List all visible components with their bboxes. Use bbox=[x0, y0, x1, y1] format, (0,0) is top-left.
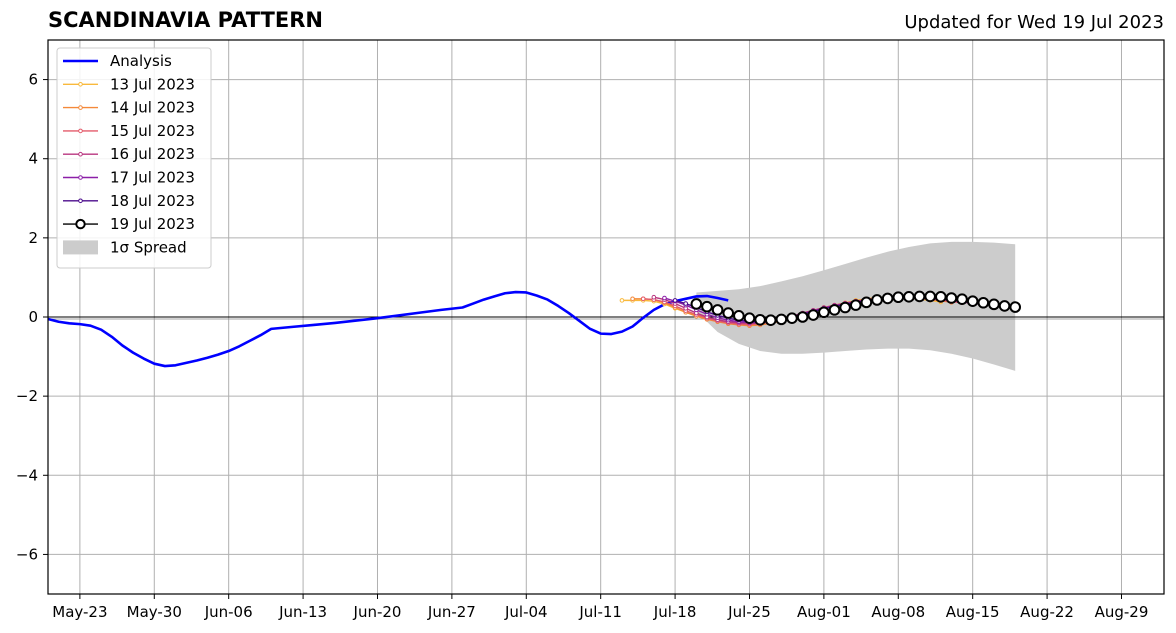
data-point bbox=[743, 312, 756, 324]
legend-label: Analysis bbox=[110, 52, 172, 70]
legend-item: 16 Jul 2023 bbox=[63, 145, 195, 163]
legend-item: 19 Jul 2023 bbox=[63, 215, 195, 233]
data-point bbox=[754, 313, 766, 326]
y-tick-label: 4 bbox=[28, 150, 38, 168]
data-point bbox=[764, 314, 777, 326]
data-point bbox=[1009, 301, 1022, 313]
data-point bbox=[924, 290, 936, 303]
legend-item: 1σ Spread bbox=[63, 238, 187, 256]
data-point bbox=[775, 313, 788, 326]
legend-marker bbox=[78, 175, 83, 180]
legend-marker bbox=[78, 128, 83, 134]
x-tick-label: Jul-25 bbox=[727, 603, 771, 621]
legend-item: 14 Jul 2023 bbox=[63, 99, 195, 117]
data-point bbox=[683, 301, 689, 306]
data-point bbox=[701, 300, 713, 313]
legend-marker bbox=[78, 82, 83, 87]
data-point bbox=[956, 293, 968, 305]
legend-marker bbox=[78, 198, 83, 204]
series-layer bbox=[47, 290, 1022, 368]
legend: Analysis 13 Jul 2023 14 Jul 2023 15 Jul 202… bbox=[56, 47, 212, 269]
data-point bbox=[881, 292, 894, 305]
legend-item: 17 Jul 2023 bbox=[63, 169, 195, 187]
data-point bbox=[662, 295, 667, 301]
data-point bbox=[672, 298, 678, 303]
y-tick-label: 0 bbox=[28, 308, 38, 326]
y-tick-label: −6 bbox=[16, 545, 38, 563]
legend-label: 13 Jul 2023 bbox=[110, 75, 195, 93]
data-point bbox=[630, 296, 635, 302]
legend-item: 18 Jul 2023 bbox=[63, 192, 195, 210]
data-point bbox=[935, 291, 947, 303]
data-point bbox=[796, 311, 809, 323]
x-tick-label: Aug-15 bbox=[946, 603, 1000, 621]
x-tick-label: Aug-22 bbox=[1020, 603, 1074, 621]
chart-subtitle: Updated for Wed 19 Jul 2023 bbox=[904, 12, 1164, 33]
x-tick-label: Jul-04 bbox=[504, 603, 548, 621]
legend-item: 13 Jul 2023 bbox=[63, 75, 195, 93]
series-analysis bbox=[47, 290, 729, 368]
axes-layer: May-23 May-30 Jun-06 Jun-13 Jun-20 Jun-27 Jul-… bbox=[16, 39, 1165, 621]
series-19-jul-2023 bbox=[690, 290, 1022, 326]
data-point bbox=[945, 292, 958, 304]
x-tick-label: Jun-13 bbox=[278, 603, 327, 621]
x-tick-label: Jun-20 bbox=[353, 603, 402, 621]
x-tick-label: Jun-27 bbox=[427, 603, 476, 621]
data-point bbox=[892, 291, 905, 304]
legend-swatch bbox=[63, 240, 98, 255]
data-point bbox=[722, 307, 735, 319]
series-line bbox=[47, 290, 729, 368]
legend-marker bbox=[78, 151, 83, 157]
data-point bbox=[711, 304, 724, 316]
zero-line-layer bbox=[48, 316, 1164, 320]
legend-marker bbox=[75, 218, 86, 230]
x-tick-label: Aug-08 bbox=[871, 603, 925, 621]
data-point bbox=[860, 296, 873, 309]
data-point bbox=[998, 300, 1011, 312]
legend-label: 19 Jul 2023 bbox=[110, 215, 195, 233]
x-tick-label: May-30 bbox=[127, 603, 182, 621]
chart-title: SCANDINAVIA PATTERN bbox=[48, 8, 323, 32]
x-tick-label: Aug-29 bbox=[1095, 603, 1149, 621]
data-point bbox=[913, 290, 926, 303]
legend-label: 16 Jul 2023 bbox=[110, 145, 195, 163]
data-point bbox=[828, 304, 841, 316]
legend-label: 18 Jul 2023 bbox=[110, 192, 195, 210]
legend-label: 14 Jul 2023 bbox=[110, 99, 195, 117]
legend-item: Analysis bbox=[63, 52, 172, 70]
data-point bbox=[839, 301, 851, 314]
x-tick-label: Jul-18 bbox=[653, 603, 697, 621]
data-point bbox=[651, 294, 657, 300]
data-point bbox=[640, 296, 646, 302]
data-point bbox=[871, 294, 883, 306]
data-point bbox=[966, 295, 979, 307]
x-tick-label: Jun-06 bbox=[204, 603, 253, 621]
data-point bbox=[786, 312, 798, 324]
x-tick-label: Aug-01 bbox=[797, 603, 851, 621]
y-tick-label: 6 bbox=[28, 71, 38, 89]
data-point bbox=[903, 291, 915, 303]
data-point bbox=[849, 299, 862, 311]
data-point bbox=[977, 296, 990, 309]
y-tick-label: 2 bbox=[28, 229, 38, 247]
data-point bbox=[733, 310, 745, 322]
legend-item: 15 Jul 2023 bbox=[63, 122, 195, 140]
data-point bbox=[807, 309, 820, 321]
data-point bbox=[818, 306, 830, 319]
legend-label: 17 Jul 2023 bbox=[110, 169, 195, 187]
y-tick-label: −4 bbox=[16, 466, 38, 484]
data-point bbox=[690, 298, 703, 310]
legend-box bbox=[56, 47, 212, 269]
legend-marker bbox=[78, 105, 83, 110]
data-point bbox=[988, 298, 1000, 311]
legend-label: 1σ Spread bbox=[110, 238, 187, 256]
x-tick-label: Jul-11 bbox=[578, 603, 622, 621]
plot-frame bbox=[47, 39, 1165, 595]
legend-label: 15 Jul 2023 bbox=[110, 122, 195, 140]
data-point bbox=[619, 298, 625, 303]
x-tick-label: May-23 bbox=[52, 603, 107, 621]
y-tick-label: −2 bbox=[16, 387, 38, 405]
